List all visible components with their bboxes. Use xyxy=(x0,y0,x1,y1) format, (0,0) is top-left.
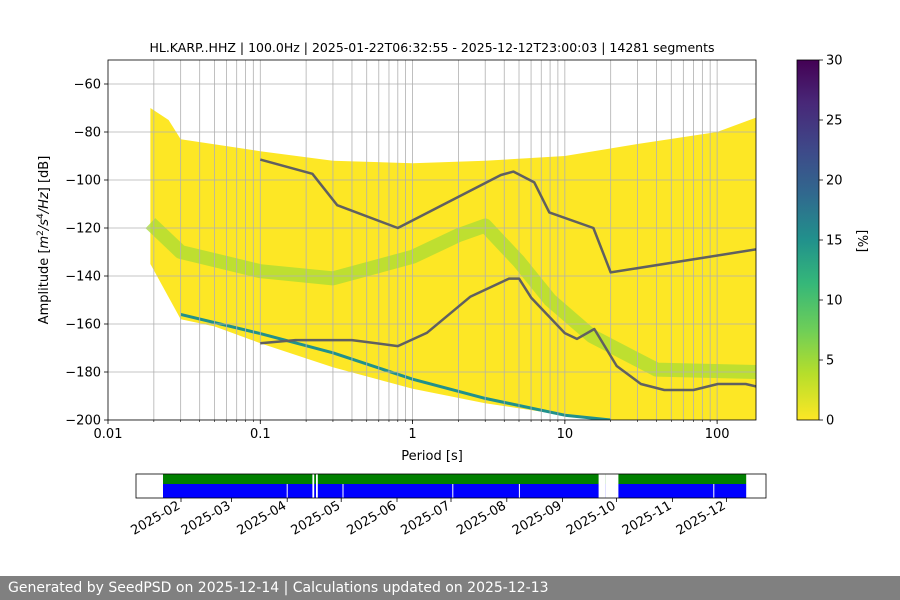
colorbar-tick-label: 30 xyxy=(826,54,843,69)
footer-text: Generated by SeedPSD on 2025-12-14 | Cal… xyxy=(8,580,549,596)
y-tick-label: −140 xyxy=(65,270,101,285)
coverage-gap xyxy=(598,474,606,498)
y-label-prefix: Amplitude [ xyxy=(37,248,52,324)
y-axis: −60 −80 −100 −120 −140 −160 −180 −200 xyxy=(65,78,108,429)
coverage-tick-label: 2025-12 xyxy=(674,498,729,538)
colorbar xyxy=(796,59,820,421)
y-label-exp2: 2 xyxy=(36,230,46,236)
colorbar-tick-label: 25 xyxy=(826,114,843,129)
colorbar-tick-label: 15 xyxy=(826,234,843,249)
x-axis-label: Period [s] xyxy=(401,449,463,464)
y-label-suffix: ] [dB] xyxy=(37,156,52,193)
coverage-tick-label: 2025-09 xyxy=(510,498,565,538)
nhnm-curve xyxy=(259,158,756,274)
y-tick-label: −200 xyxy=(65,414,101,429)
coverage-available-bar xyxy=(163,474,747,484)
colorbar-tick-label: 10 xyxy=(826,294,843,309)
y-label-exp4: 4 xyxy=(36,213,46,219)
y-tick-label: −180 xyxy=(65,366,101,381)
psd-plot xyxy=(108,60,756,420)
y-label-m: m xyxy=(37,236,52,249)
y-label-s: /s xyxy=(37,219,52,231)
y-label-hz: /Hz xyxy=(37,191,52,214)
coverage-tick-label: 2025-05 xyxy=(289,498,344,538)
footer-bar: Generated by SeedPSD on 2025-12-14 | Cal… xyxy=(0,576,900,600)
coverage-tick-label: 2025-06 xyxy=(344,498,399,538)
colorbar-ticks: 0 5 10 15 20 25 30 xyxy=(819,54,843,429)
nlnm-curve xyxy=(260,277,756,392)
coverage-used-bar xyxy=(163,484,747,498)
coverage-tick-label: 2025-11 xyxy=(620,498,675,538)
y-tick-label: −80 xyxy=(74,126,101,141)
psd-figure: HL.KARP..HHZ | 100.0Hz | 2025-01-22T06:3… xyxy=(36,40,869,539)
x-tick-label: 10 xyxy=(557,427,574,442)
x-axis: 0.01 0.1 1 10 100 xyxy=(94,420,730,442)
colorbar-tick-label: 20 xyxy=(826,174,843,189)
y-tick-label: −120 xyxy=(65,222,101,237)
chart-title: HL.KARP..HHZ | 100.0Hz | 2025-01-22T06:3… xyxy=(149,40,714,55)
colorbar-tick-label: 0 xyxy=(826,414,834,429)
coverage-bars xyxy=(163,474,747,498)
coverage-gap xyxy=(312,474,315,498)
y-tick-label: −100 xyxy=(65,174,101,189)
colorbar-label: [%] xyxy=(854,230,869,253)
colorbar-tick-label: 5 xyxy=(826,354,834,369)
y-tick-label: −60 xyxy=(74,78,101,93)
grid-lines xyxy=(108,60,756,420)
coverage-tick-label: 2025-04 xyxy=(235,498,290,538)
coverage-tick-label: 2025-02 xyxy=(128,498,183,538)
x-tick-label: 1 xyxy=(408,427,416,442)
x-tick-label: 100 xyxy=(705,427,730,442)
y-axis-label: Amplitude [m2/s4/Hz] [dB] xyxy=(36,156,52,325)
x-tick-label: 0.1 xyxy=(250,427,271,442)
x-tick-label: 0.01 xyxy=(94,427,123,442)
coverage-tick-label: 2025-08 xyxy=(454,498,509,538)
coverage-tick-label: 2025-10 xyxy=(564,498,619,538)
plot-frame xyxy=(107,59,757,421)
coverage-gap xyxy=(316,474,318,498)
y-tick-label: −160 xyxy=(65,318,101,333)
coverage-tick-label: 2025-03 xyxy=(179,498,234,538)
coverage-gap xyxy=(605,474,619,498)
coverage-tick-label: 2025-07 xyxy=(398,498,453,538)
